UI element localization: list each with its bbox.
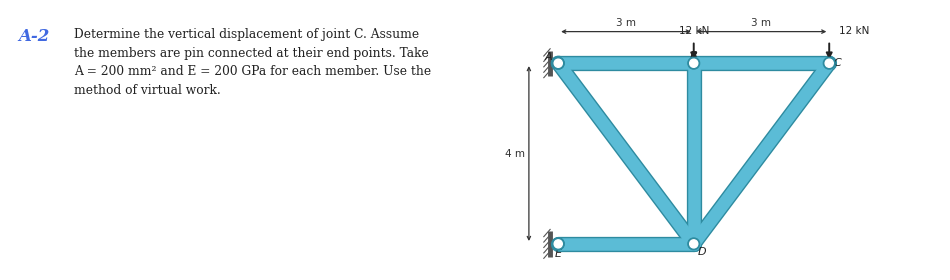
Circle shape [552, 57, 564, 69]
Text: E: E [555, 249, 561, 259]
Circle shape [554, 240, 562, 248]
Text: A-2: A-2 [19, 28, 50, 45]
Text: 12 kN: 12 kN [839, 26, 869, 36]
Circle shape [554, 59, 562, 67]
Text: 3 m: 3 m [616, 18, 636, 29]
Circle shape [690, 240, 698, 248]
Text: B: B [690, 51, 697, 61]
Circle shape [552, 238, 564, 250]
Circle shape [688, 57, 699, 69]
Text: 12 kN: 12 kN [678, 26, 709, 36]
Circle shape [554, 240, 562, 248]
Text: A: A [544, 52, 552, 62]
Text: D: D [697, 247, 706, 257]
Circle shape [552, 57, 564, 69]
Circle shape [826, 59, 833, 67]
Circle shape [552, 238, 564, 250]
Circle shape [554, 59, 562, 67]
Circle shape [690, 59, 698, 67]
Text: Determine the vertical displacement of joint C. Assume
the members are pin conne: Determine the vertical displacement of j… [74, 28, 431, 97]
Text: 3 m: 3 m [751, 18, 771, 29]
Text: C: C [833, 58, 841, 68]
Circle shape [824, 57, 835, 69]
Circle shape [688, 238, 699, 250]
Text: 4 m: 4 m [505, 149, 525, 158]
